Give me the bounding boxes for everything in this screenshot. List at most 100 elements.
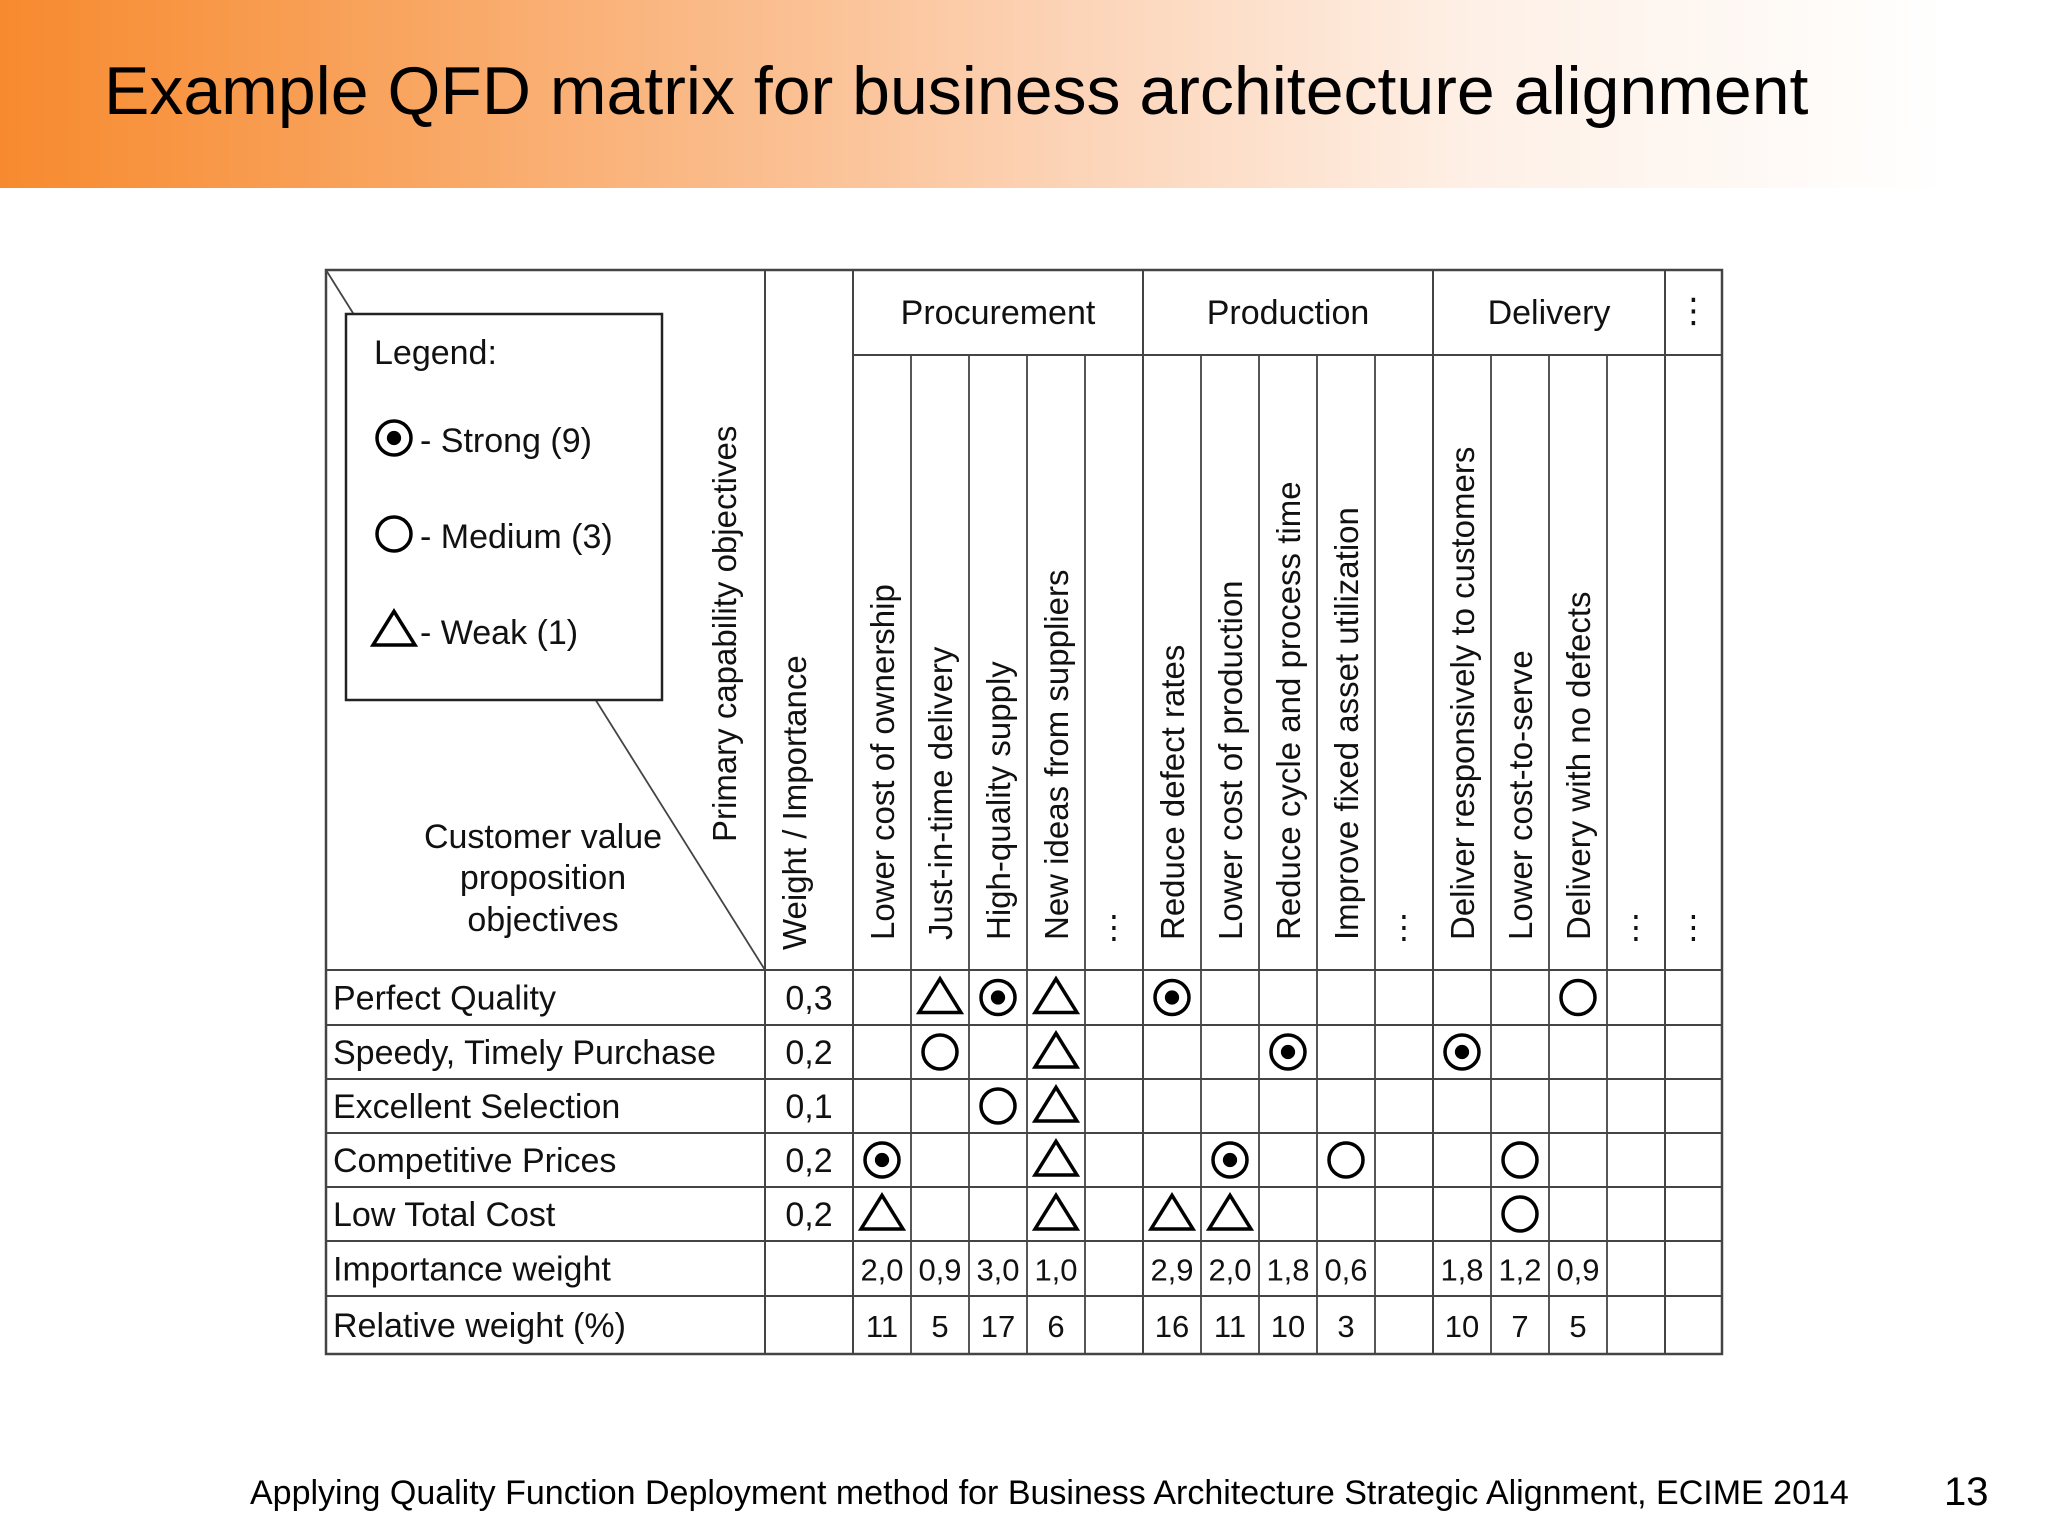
summary-value: 2,0 xyxy=(1208,1253,1251,1288)
weak-symbol xyxy=(1031,1191,1081,1231)
column-header: Lower cost-to-serve xyxy=(1502,650,1539,940)
page-number: 13 xyxy=(1944,1470,1989,1514)
summary-value: 5 xyxy=(1569,1309,1586,1344)
slide-title: Example QFD matrix for business architec… xyxy=(104,53,1809,129)
row-label: Low Total Cost xyxy=(333,1196,556,1234)
weak-symbol xyxy=(1031,1029,1081,1069)
column-header: Improve fixed asset utilization xyxy=(1328,507,1365,940)
summary-value: 11 xyxy=(1214,1309,1246,1344)
summary-value: 0,9 xyxy=(1556,1253,1599,1288)
group-header-production: Production xyxy=(1207,294,1370,332)
column-ellipsis: ⋮ xyxy=(1620,909,1652,945)
row-label: Competitive Prices xyxy=(333,1142,616,1180)
column-header: Just-in-time delivery xyxy=(922,646,959,940)
summary-value: 16 xyxy=(1155,1309,1189,1344)
summary-value: 7 xyxy=(1511,1309,1528,1344)
strong-dot xyxy=(874,1152,890,1168)
summary-row-label: Relative weight (%) xyxy=(333,1307,626,1345)
legend-box: Legend: - Strong (9) - Medium (3) - Weak (1… xyxy=(344,312,664,702)
summary-row-label: Importance weight xyxy=(333,1251,611,1289)
corner-row-axis-label: Customer value xyxy=(424,818,662,856)
strong-symbol xyxy=(979,978,1017,1017)
summary-value: 0,6 xyxy=(1324,1253,1367,1288)
weak-symbol xyxy=(857,1191,907,1231)
strong-symbol xyxy=(1443,1033,1481,1071)
group-header-procurement: Procurement xyxy=(901,294,1096,332)
strong-ring xyxy=(1443,1033,1481,1071)
corner-column-axis-label: Primary capability objectives xyxy=(706,426,743,842)
corner-row-axis-label: objectives xyxy=(467,901,618,939)
strong-dot xyxy=(1222,1152,1238,1168)
column-header: Lower cost of production xyxy=(1212,580,1249,940)
row-weight: 0,2 xyxy=(785,1196,832,1234)
column-ellipsis: ⋮ xyxy=(1388,909,1420,945)
column-ellipsis: ⋮ xyxy=(1678,909,1710,945)
row-weight: 0,2 xyxy=(785,1142,832,1180)
strong-dot xyxy=(1164,990,1180,1005)
medium-symbol xyxy=(375,515,413,553)
summary-value: 5 xyxy=(931,1309,948,1344)
footer-citation: Applying Quality Function Deployment met… xyxy=(250,1474,1849,1512)
strong-dot xyxy=(386,430,402,446)
summary-value: 6 xyxy=(1047,1309,1064,1344)
column-header: Delivery with no defects xyxy=(1560,592,1597,940)
summary-value: 1,8 xyxy=(1266,1253,1309,1288)
corner-row-axis-label: proposition xyxy=(460,859,626,897)
weak-symbol xyxy=(1031,1137,1081,1177)
medium-symbol xyxy=(1501,1195,1539,1233)
row-label: Excellent Selection xyxy=(333,1088,620,1126)
row-label: Perfect Quality xyxy=(333,980,556,1018)
medium-symbol xyxy=(979,1087,1017,1125)
strong-symbol xyxy=(375,419,413,457)
summary-value: 1,2 xyxy=(1498,1253,1541,1288)
weak-symbol xyxy=(1031,1083,1081,1123)
column-header: New ideas from suppliers xyxy=(1038,570,1075,940)
strong-symbol xyxy=(1211,1141,1249,1179)
summary-value: 0,9 xyxy=(918,1253,961,1288)
group-ellipsis: ⋮ xyxy=(1677,292,1711,330)
strong-ring xyxy=(1211,1141,1249,1179)
column-header: Lower cost of ownership xyxy=(864,584,901,940)
row-weight: 0,1 xyxy=(785,1088,832,1126)
matrix-symbols xyxy=(857,975,1597,1233)
strong-ring xyxy=(863,1141,901,1179)
legend-frame xyxy=(344,312,664,702)
medium-symbol xyxy=(1327,1141,1365,1179)
strong-ring xyxy=(1153,978,1191,1017)
column-header: Reduce defect rates xyxy=(1154,645,1191,940)
summary-value: 3 xyxy=(1337,1309,1354,1344)
summary-value: 11 xyxy=(866,1309,898,1344)
row-weight: 0,3 xyxy=(785,980,832,1018)
column-ellipsis: ⋮ xyxy=(1098,909,1130,945)
summary-value: 2,9 xyxy=(1150,1253,1193,1288)
title-band xyxy=(0,0,2048,188)
row-label: Speedy, Timely Purchase xyxy=(333,1034,716,1072)
weak-symbol xyxy=(915,975,965,1015)
medium-symbol xyxy=(921,1033,959,1071)
summary-value: 3,0 xyxy=(976,1253,1019,1288)
weak-symbol xyxy=(1147,1191,1197,1231)
strong-dot xyxy=(1454,1044,1470,1060)
strong-ring xyxy=(1269,1033,1307,1071)
medium-symbol xyxy=(1559,978,1597,1017)
legend-item-medium: - Medium (3) xyxy=(420,518,613,556)
strong-symbol xyxy=(1153,978,1191,1017)
strong-ring xyxy=(979,978,1017,1017)
weak-symbol xyxy=(1205,1191,1255,1231)
summary-value: 17 xyxy=(981,1309,1015,1344)
weak-symbol xyxy=(369,607,419,647)
summary-value: 10 xyxy=(1271,1309,1305,1344)
row-weight: 0,2 xyxy=(785,1034,832,1072)
legend-title: Legend: xyxy=(374,334,497,372)
column-header: High-quality supply xyxy=(980,661,1017,940)
summary-value: 1,8 xyxy=(1440,1253,1483,1288)
strong-symbol xyxy=(863,1141,901,1179)
summary-value: 2,0 xyxy=(860,1253,903,1288)
weight-header: Weight / Importance xyxy=(776,655,813,950)
summary-value: 1,0 xyxy=(1034,1253,1077,1288)
column-header: Deliver responsively to customers xyxy=(1444,447,1481,940)
legend-item-strong: - Strong (9) xyxy=(420,422,592,460)
legend-item-weak: - Weak (1) xyxy=(420,614,578,652)
